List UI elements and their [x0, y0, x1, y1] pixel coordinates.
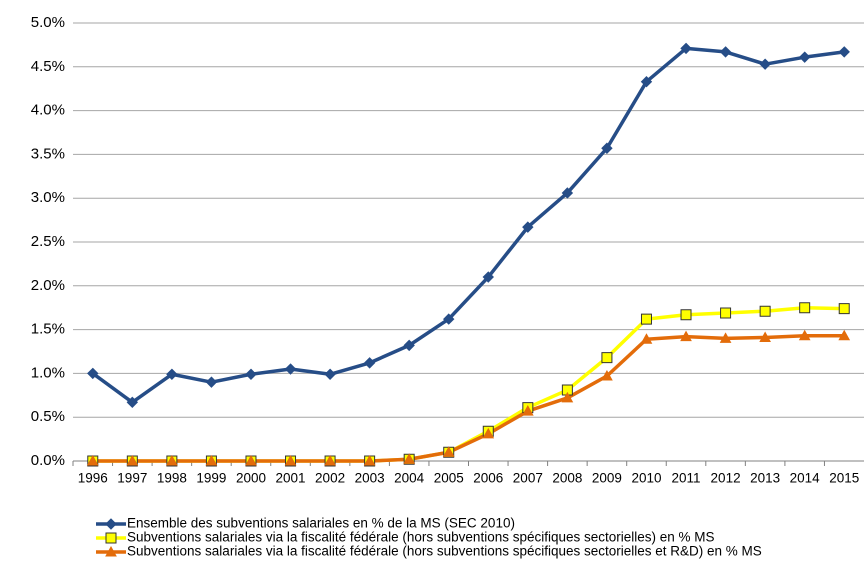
data-point	[324, 454, 336, 466]
data-point	[403, 339, 415, 352]
data-point	[799, 302, 811, 314]
x-tick-label: 2008	[552, 471, 582, 486]
x-tick-label: 2015	[829, 471, 859, 486]
x-tick-label: 2013	[750, 471, 780, 486]
data-point	[205, 454, 218, 466]
x-tick-label: 2005	[434, 471, 464, 486]
x-tick-label: 2006	[473, 471, 503, 486]
data-point	[403, 453, 416, 464]
data-point	[719, 332, 732, 343]
data-point	[482, 427, 495, 439]
data-point	[640, 333, 653, 344]
data-point	[719, 46, 732, 58]
y-tick-label: 3.0%	[31, 189, 65, 206]
data-point	[561, 187, 574, 199]
data-point	[759, 58, 771, 70]
data-point	[482, 271, 494, 283]
x-tick-label: 1999	[196, 471, 226, 486]
data-point	[284, 363, 297, 375]
y-tick-label: 2.5%	[31, 233, 65, 250]
data-point	[798, 329, 811, 341]
data-point	[759, 305, 771, 317]
data-point	[443, 313, 455, 325]
y-tick-label: 1.0%	[31, 364, 65, 381]
y-tick-label: 4.0%	[31, 102, 65, 119]
data-point	[521, 405, 534, 416]
x-tick-label: 2010	[631, 471, 661, 486]
y-tick-label: 0.0%	[31, 452, 65, 469]
data-point	[126, 454, 139, 466]
series-line	[92, 305, 845, 463]
y-tick-label: 2.0%	[31, 277, 65, 294]
data-point	[245, 454, 257, 466]
y-tick-label: 0.5%	[31, 408, 65, 425]
data-point	[720, 307, 732, 319]
x-tick-label: 2003	[355, 471, 385, 486]
data-point	[363, 357, 376, 369]
y-tick-label: 5.0%	[31, 14, 65, 31]
legend-marker	[105, 518, 117, 530]
x-tick-label: 2002	[315, 471, 345, 486]
data-point	[838, 329, 851, 341]
y-tick-label: 4.5%	[31, 58, 65, 75]
series-line	[92, 333, 845, 463]
data-point	[442, 446, 455, 457]
x-tick-label: 1996	[78, 471, 108, 486]
x-tick-label: 2014	[790, 471, 821, 486]
data-point	[126, 396, 139, 409]
y-tick-label: 1.5%	[31, 321, 65, 338]
data-point	[798, 51, 811, 63]
data-point	[561, 391, 574, 403]
data-point	[680, 42, 692, 55]
data-point	[680, 309, 692, 321]
x-tick-label: 1997	[117, 471, 147, 486]
data-point	[640, 313, 652, 325]
data-point	[759, 331, 771, 342]
data-point	[87, 367, 99, 380]
data-point	[166, 368, 178, 380]
data-point	[561, 384, 573, 396]
data-point	[363, 454, 376, 466]
data-point	[601, 369, 613, 381]
x-tick-label: 2007	[513, 471, 543, 486]
legend-marker	[105, 532, 117, 544]
data-point	[838, 46, 850, 58]
data-point	[205, 376, 218, 388]
x-tick-label: 2001	[276, 471, 306, 486]
data-point	[680, 330, 692, 342]
data-point	[522, 221, 534, 233]
x-tick-label: 1998	[157, 471, 187, 486]
data-point	[284, 454, 297, 466]
data-point	[640, 75, 653, 88]
data-point	[838, 303, 850, 315]
y-tick-label: 3.5%	[31, 145, 65, 162]
x-tick-label: 2011	[672, 471, 701, 486]
legend-marker	[105, 545, 117, 557]
x-tick-label: 2012	[711, 471, 741, 486]
data-point	[324, 368, 336, 380]
legend-label: Subventions salariales via la fiscalité …	[127, 530, 715, 545]
legend-label: Subventions salariales via la fiscalité …	[127, 544, 762, 559]
x-tick-label: 2004	[394, 471, 425, 486]
series-line	[91, 46, 845, 405]
data-point	[601, 142, 613, 154]
data-point	[166, 454, 178, 466]
data-point	[245, 368, 257, 380]
data-point	[86, 454, 99, 466]
legend-label: Ensemble des subventions salariales en %…	[127, 516, 515, 531]
x-tick-label: 2000	[236, 471, 266, 486]
x-tick-label: 2009	[592, 471, 622, 486]
data-point	[601, 352, 613, 364]
legend: Ensemble des subventions salariales en %…	[96, 516, 762, 559]
